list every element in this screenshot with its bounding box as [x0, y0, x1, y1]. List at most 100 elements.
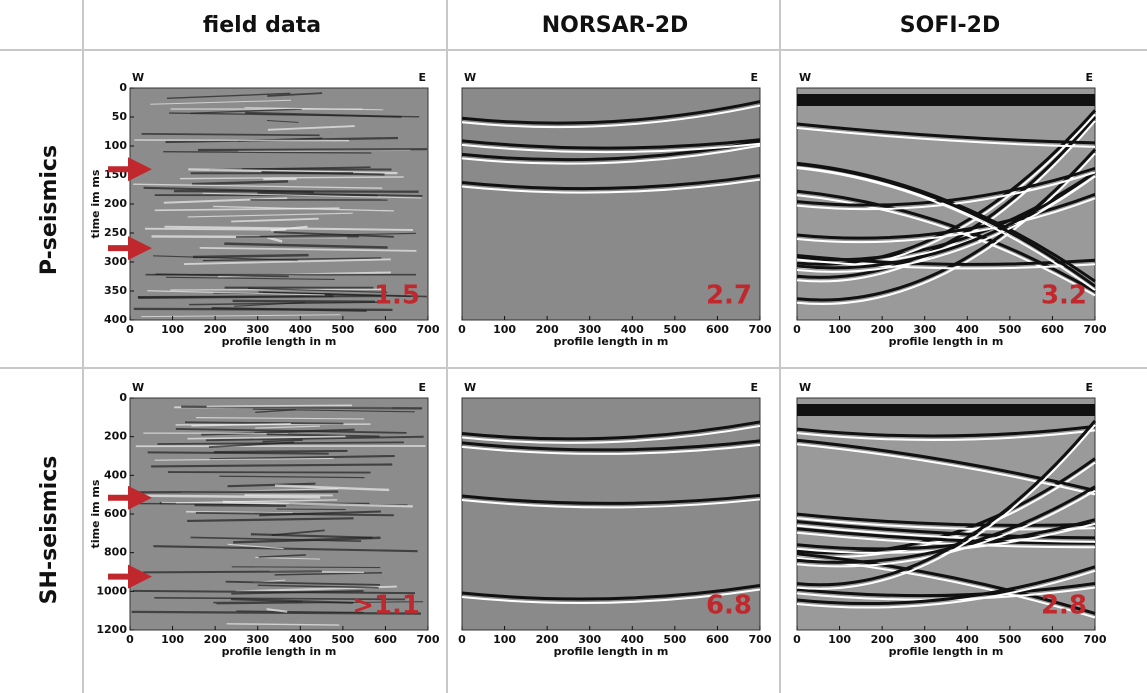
texture-line [183, 258, 391, 265]
y-tick-label: 1200 [96, 623, 127, 636]
texture-line [202, 257, 382, 262]
texture-line [213, 205, 394, 212]
texture-line [255, 556, 321, 560]
x-tick-label: 200 [204, 633, 227, 646]
texture-line [195, 417, 365, 420]
texture-line [796, 197, 1096, 244]
texture-line [796, 565, 1096, 606]
panel-value: 6.8 [706, 591, 752, 621]
y-tick-label: 0 [119, 391, 127, 404]
texture-line [175, 499, 338, 504]
y-tick-label: 250 [104, 226, 127, 239]
texture-line [796, 424, 1096, 438]
texture-line [144, 227, 286, 231]
texture-line [202, 192, 422, 199]
x-tick-label: 500 [331, 633, 354, 646]
texture-line [199, 246, 417, 252]
texture-line [796, 552, 1096, 615]
texture-line [796, 520, 1096, 540]
texture-line [796, 152, 1096, 305]
x-tick-label: 700 [417, 323, 440, 336]
texture-line [185, 510, 293, 514]
y-tick-label: 1000 [96, 584, 127, 597]
texture-line [231, 217, 319, 223]
x-tick-label: 700 [1084, 633, 1107, 646]
west-label: W [464, 381, 476, 394]
x-tick-label: 500 [998, 323, 1021, 336]
west-label: W [799, 71, 811, 84]
texture-line [461, 498, 761, 509]
x-tick-label: 300 [246, 633, 269, 646]
texture-line [163, 197, 288, 204]
texture-line [258, 291, 427, 298]
texture-line [461, 174, 761, 191]
texture-line [250, 533, 373, 539]
east-label: E [750, 381, 758, 394]
x-tick-label: 0 [793, 323, 801, 336]
surface-band [797, 94, 1095, 106]
texture-line [796, 127, 1096, 148]
texture-line [796, 419, 1097, 587]
x-tick-label: 700 [749, 633, 772, 646]
x-axis-label: profile length in m [222, 645, 337, 658]
x-axis-label: profile length in m [889, 645, 1004, 658]
texture-line [150, 99, 291, 105]
west-label: W [799, 381, 811, 394]
texture-line [185, 421, 344, 425]
seismogram-image [129, 87, 429, 321]
seismogram-texture [796, 94, 1097, 305]
panel-value: 3.2 [1041, 281, 1087, 311]
texture-line [796, 171, 1096, 270]
texture-line [225, 580, 381, 586]
seismogram-texture [796, 404, 1097, 619]
panel-value: 2.7 [706, 281, 752, 311]
texture-line [187, 435, 346, 440]
texture-line [232, 299, 375, 303]
x-tick-label: 200 [536, 633, 559, 646]
texture-line [134, 139, 350, 142]
texture-line [194, 504, 287, 507]
texture-line [137, 295, 382, 299]
x-tick-label: 400 [621, 323, 644, 336]
texture-line [796, 122, 1096, 145]
x-tick-label: 300 [578, 633, 601, 646]
texture-line [266, 608, 288, 613]
east-label: E [418, 381, 426, 394]
texture-line [796, 518, 1096, 551]
y-tick-label: 400 [104, 313, 127, 326]
x-tick-label: 500 [331, 323, 354, 336]
y-axis-label: time im ms [89, 169, 102, 238]
texture-line [209, 454, 395, 461]
texture-line [796, 175, 1096, 273]
texture-line [461, 144, 761, 165]
y-tick-label: 300 [104, 255, 127, 268]
panel-value: >1.1 [352, 591, 420, 621]
texture-line [267, 236, 283, 243]
texture-line [461, 443, 761, 455]
x-axis-label: profile length in m [222, 335, 337, 348]
texture-line [247, 287, 388, 294]
x-tick-label: 600 [706, 323, 729, 336]
texture-line [226, 623, 340, 626]
x-tick-label: 0 [126, 323, 134, 336]
y-tick-label: 0 [119, 81, 127, 94]
texture-line [192, 253, 309, 259]
x-tick-label: 400 [289, 323, 312, 336]
texture-line [169, 112, 420, 118]
texture-line [141, 132, 320, 137]
texture-line [222, 500, 413, 508]
texture-line [796, 253, 1096, 266]
texture-line [274, 484, 390, 492]
texture-line [273, 231, 394, 238]
x-axis-label: profile length in m [554, 645, 669, 658]
texture-line [461, 493, 761, 505]
texture-line [216, 601, 424, 605]
texture-line [147, 451, 329, 455]
texture-line [261, 171, 385, 176]
texture-line [190, 536, 362, 543]
texture-line [461, 138, 761, 150]
texture-line [143, 186, 314, 194]
texture-line [195, 511, 394, 517]
x-tick-label: 600 [374, 633, 397, 646]
texture-line [461, 439, 761, 452]
